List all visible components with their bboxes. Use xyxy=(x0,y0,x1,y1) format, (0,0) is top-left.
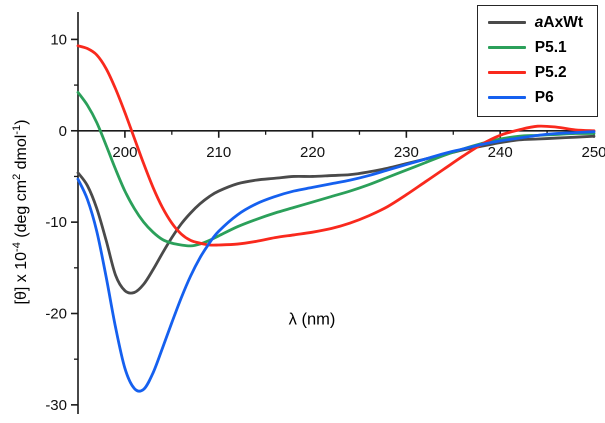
y-tick-label: -20 xyxy=(45,306,67,323)
x-tick-label: 220 xyxy=(300,144,325,161)
y-tick-label: -30 xyxy=(45,397,67,414)
y-tick-label: -10 xyxy=(45,214,67,231)
x-tick-label: 250 xyxy=(581,144,605,161)
x-tick-label: 210 xyxy=(206,144,231,161)
legend: aAxWt P5.1 P5.2 P6 xyxy=(476,5,598,118)
legend-line-P5.2 xyxy=(487,70,526,75)
series-line-aAxWt xyxy=(76,134,596,295)
legend-entry-aAxWt: aAxWt xyxy=(487,14,583,31)
series-line-P6 xyxy=(76,130,596,393)
legend-label-P5.2: P5.2 xyxy=(534,64,567,82)
legend-entry-P5.1: P5.1 xyxy=(487,39,583,57)
legend-label-aAxWt: aAxWt xyxy=(534,14,583,31)
legend-line-P5.1 xyxy=(487,45,526,50)
y-tick-label: 10 xyxy=(50,31,67,48)
legend-entry-P5.2: P5.2 xyxy=(487,64,583,82)
y-axis-label: [θ] x 10-4 (deg cm2 dmol-1) xyxy=(10,119,31,305)
legend-label-P5.1: P5.1 xyxy=(534,39,567,57)
legend-label-P6: P6 xyxy=(534,89,554,107)
x-tick-label: 200 xyxy=(112,144,137,161)
y-tick-label: 0 xyxy=(59,123,67,140)
x-tick-label: 240 xyxy=(488,144,513,161)
legend-entry-P6: P6 xyxy=(487,89,583,107)
x-axis-label: λ (nm) xyxy=(288,310,336,329)
x-tick-label: 230 xyxy=(394,144,419,161)
legend-line-P6 xyxy=(487,95,526,100)
legend-line-aAxWt xyxy=(487,20,526,25)
